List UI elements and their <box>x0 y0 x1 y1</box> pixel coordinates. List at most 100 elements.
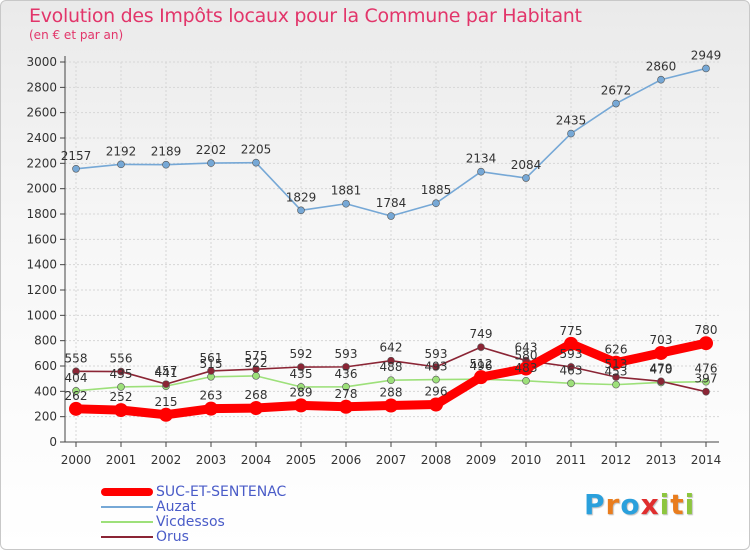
data-label: 522 <box>245 356 268 370</box>
data-label: 513 <box>605 357 628 371</box>
y-tick-label: 2200 <box>26 156 57 170</box>
x-tick-label: 2012 <box>601 453 632 467</box>
data-point <box>384 398 398 413</box>
data-label: 643 <box>515 341 538 355</box>
data-label: 215 <box>155 395 178 409</box>
data-point <box>702 377 710 386</box>
data-point <box>117 160 125 169</box>
brand-letter: P <box>584 488 606 521</box>
data-label: 1784 <box>376 196 407 210</box>
data-point <box>387 376 395 384</box>
x-tick-label: 2010 <box>511 453 542 467</box>
data-point <box>252 158 260 167</box>
y-tick-label: 2400 <box>26 131 57 145</box>
data-point <box>204 401 218 416</box>
data-point <box>612 99 620 108</box>
data-point <box>342 382 350 391</box>
data-point <box>564 336 578 351</box>
x-tick-label: 2009 <box>466 453 497 467</box>
x-tick-label: 2000 <box>61 453 92 467</box>
data-point <box>162 160 170 169</box>
legend-label: Auzat <box>156 499 196 515</box>
legend-swatch <box>101 521 153 523</box>
data-label: 749 <box>470 327 493 341</box>
y-tick-label: 2800 <box>26 80 57 94</box>
data-point <box>702 387 710 396</box>
data-label: 580 <box>515 349 538 363</box>
data-point <box>657 377 665 386</box>
brand-letter: o <box>620 488 641 521</box>
data-point <box>252 365 260 373</box>
x-tick-label: 2001 <box>106 453 137 467</box>
data-label: 404 <box>65 371 88 385</box>
brand-letter: i <box>659 488 671 521</box>
data-point <box>474 370 488 385</box>
data-label: 268 <box>245 388 268 402</box>
data-point <box>114 403 128 418</box>
x-tick-label: 2003 <box>196 453 227 467</box>
data-label: 435 <box>290 367 313 381</box>
y-tick-label: 400 <box>34 384 57 398</box>
data-label: 493 <box>425 360 448 374</box>
data-label: 626 <box>605 343 628 357</box>
data-label: 593 <box>335 347 358 361</box>
y-tick-label: 0 <box>49 435 57 449</box>
y-tick-label: 800 <box>34 334 57 348</box>
data-point <box>159 407 173 422</box>
data-point <box>432 363 440 371</box>
data-label: 288 <box>380 386 403 400</box>
data-label: 453 <box>605 365 628 379</box>
data-point <box>297 363 305 371</box>
y-tick-label: 1000 <box>26 308 57 322</box>
data-point <box>294 398 308 413</box>
data-label: 2860 <box>646 60 677 74</box>
data-point <box>162 380 170 388</box>
x-tick-label: 2005 <box>286 453 317 467</box>
data-label: 593 <box>560 347 583 361</box>
data-point <box>609 355 623 370</box>
data-point <box>477 167 485 176</box>
x-tick-label: 2007 <box>376 453 407 467</box>
data-label: 2205 <box>241 143 272 157</box>
data-label: 561 <box>200 351 223 365</box>
legend-swatch <box>101 536 153 538</box>
x-tick-label: 2014 <box>691 453 722 467</box>
data-label: 488 <box>380 360 403 374</box>
data-label: 642 <box>380 341 403 355</box>
data-label: 512 <box>470 357 493 371</box>
data-point <box>567 363 575 371</box>
data-label: 278 <box>335 387 358 401</box>
data-point <box>522 174 530 182</box>
data-point <box>699 336 713 351</box>
data-label: 556 <box>110 352 133 366</box>
data-point <box>477 343 485 351</box>
data-label: 1885 <box>421 183 452 197</box>
brand-letter: x <box>640 488 660 521</box>
data-point <box>387 356 395 365</box>
data-point <box>249 401 263 416</box>
data-point <box>342 363 350 371</box>
data-label: 263 <box>200 389 223 403</box>
data-label: 296 <box>425 385 448 399</box>
data-point <box>432 199 440 208</box>
data-label: 2202 <box>196 143 227 157</box>
data-point <box>207 367 215 375</box>
data-label: 2192 <box>106 144 137 158</box>
data-label: 593 <box>425 347 448 361</box>
legend-label: Vicdessos <box>156 514 225 530</box>
data-label: 2157 <box>61 149 92 163</box>
data-label: 515 <box>200 357 223 371</box>
data-label: 780 <box>695 323 718 337</box>
legend-label: SUC-ET-SENTENAC <box>156 484 287 500</box>
x-tick-label: 2013 <box>646 453 677 467</box>
data-point <box>702 64 710 73</box>
data-label: 435 <box>110 367 133 381</box>
y-tick-label: 1800 <box>26 207 57 221</box>
data-label: 479 <box>650 361 673 375</box>
data-label: 476 <box>695 362 718 376</box>
brand-letter: i <box>684 488 696 521</box>
data-point <box>342 199 350 208</box>
data-label: 463 <box>560 363 583 377</box>
